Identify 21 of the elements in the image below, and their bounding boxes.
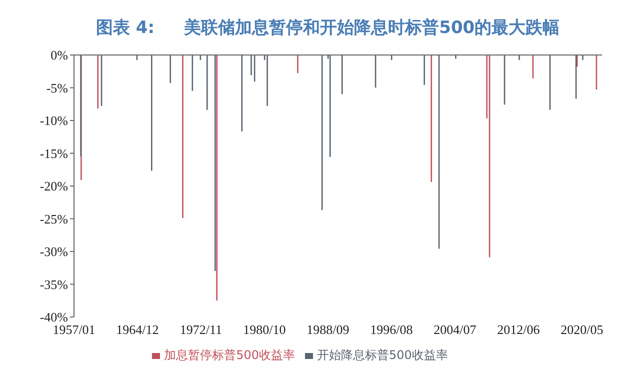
y-tick-label: -40% [40,310,68,325]
y-tick-label: -25% [40,211,68,226]
y-tick-label: -5% [46,80,68,96]
x-tick-label: 1996/08 [370,322,413,338]
x-tick-label: 2012/06 [497,322,540,338]
x-tick-label: 1972/11 [180,322,222,338]
chart-title: 图表 4: 美联储加息暂停和开始降息时标普500的最大跌幅 [95,17,561,40]
y-tick-label: 0% [50,48,68,63]
y-tick-label: -35% [40,276,68,292]
x-tick-label: 2020/05 [560,322,604,338]
y-tick-label: -15% [40,146,68,161]
x-tick-label: 1980/10 [243,322,286,338]
y-tick-label: -20% [40,178,68,194]
y-tick-label: -30% [40,244,68,260]
x-tick-label: 2004/07 [434,322,477,338]
y-tick-label: -10% [40,113,68,128]
x-tick-label: 1988/09 [306,322,350,338]
legend-label: 开始降息标普500收益率 [317,348,448,362]
x-tick-label: 1964/12 [116,322,159,338]
legend-label: 加息暂停标普500收益率 [164,348,295,362]
x-tick-label: 1957/01 [52,322,96,338]
